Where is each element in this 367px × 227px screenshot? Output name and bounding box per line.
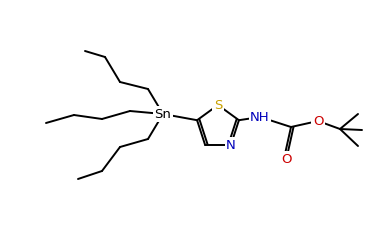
- Text: O: O: [313, 115, 323, 128]
- Text: O: O: [282, 153, 292, 166]
- Text: S: S: [214, 99, 222, 112]
- Text: NH: NH: [250, 111, 270, 124]
- Text: Sn: Sn: [155, 108, 171, 121]
- Text: N: N: [226, 139, 236, 152]
